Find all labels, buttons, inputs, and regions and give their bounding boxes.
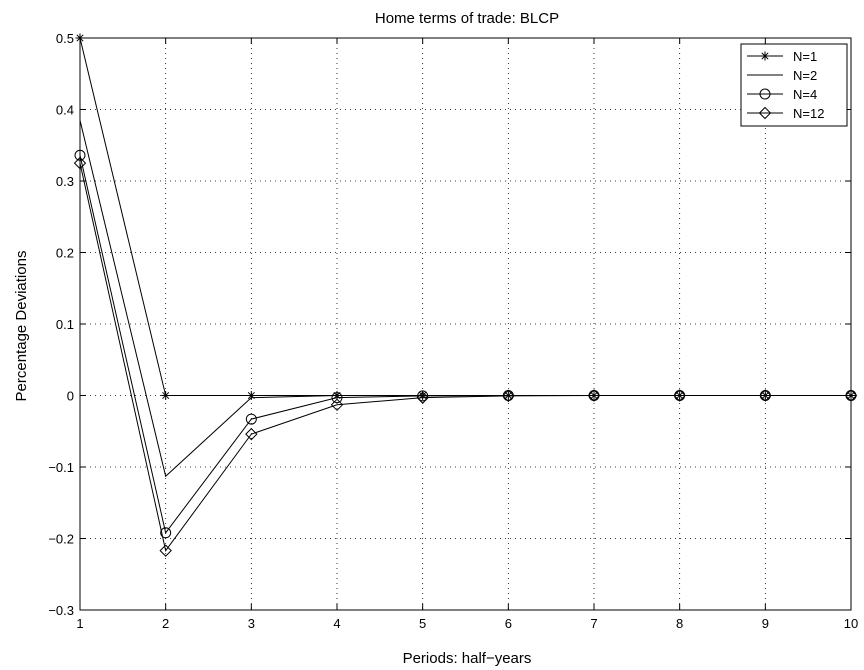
diamond-marker — [759, 389, 772, 402]
x-tick-label: 4 — [333, 616, 340, 631]
series-line-n-2 — [79, 120, 851, 478]
grid — [80, 38, 851, 610]
legend-label: N=1 — [793, 49, 817, 64]
diamond-marker — [73, 156, 87, 170]
series-line-n-12 — [79, 163, 851, 552]
y-tick-label: 0.3 — [56, 174, 74, 189]
star-marker — [75, 33, 85, 43]
chart-title: Home terms of trade: BLCP — [375, 10, 559, 27]
series-line-n-4 — [79, 155, 851, 534]
legend-label: N=12 — [793, 106, 824, 121]
axis-ticks: 1 2 3 4 5 6 7 8 9 10 0.5 0.4 0.3 0.2 0.1 0 −0.1 −0.2 −0.3 — [48, 31, 858, 631]
y-tick-label: 0.2 — [56, 246, 74, 261]
diamond-marker — [673, 389, 686, 402]
y-tick-label: 0.4 — [56, 103, 74, 118]
star-marker — [161, 391, 171, 400]
x-tick-label: 3 — [248, 616, 255, 631]
circle-marker — [759, 88, 771, 100]
y-tick-label: 0.1 — [56, 317, 74, 332]
diamond-marker — [758, 106, 772, 120]
series-n-4 — [74, 149, 857, 539]
x-tick-label: 7 — [590, 616, 597, 631]
star-marker — [246, 391, 256, 400]
x-tick-label: 10 — [844, 616, 858, 631]
x-tick-label: 6 — [505, 616, 512, 631]
series-n-1 — [75, 33, 856, 400]
legend-label: N=2 — [793, 68, 817, 83]
legend-item: N=12 — [747, 106, 824, 121]
y-tick-label: 0.5 — [56, 31, 74, 46]
x-tick-label: 2 — [162, 616, 169, 631]
y-tick-label: −0.2 — [48, 532, 74, 547]
star-marker — [760, 51, 770, 61]
legend-item: N=2 — [747, 68, 817, 83]
y-axis-label: Percentage Deviations — [13, 251, 30, 402]
legend-item: N=4 — [747, 87, 817, 102]
legend: N=1 N=2 N=4 N=12 — [740, 43, 848, 127]
series-layer — [73, 33, 858, 557]
plot-frame — [79, 37, 852, 611]
x-tick-label: 1 — [76, 616, 83, 631]
circle-marker — [331, 392, 343, 404]
legend-item: N=1 — [747, 49, 817, 64]
circle-marker — [417, 390, 429, 402]
diamond-marker — [416, 391, 429, 404]
x-axis-label: Periods: half−years — [403, 650, 532, 667]
series-line-n-1 — [79, 37, 851, 396]
x-tick-label: 9 — [762, 616, 769, 631]
y-tick-label: −0.1 — [48, 460, 74, 475]
diamond-marker — [159, 544, 172, 557]
y-tick-label: −0.3 — [48, 603, 74, 618]
legend-box — [740, 43, 848, 127]
y-tick-label: 0 — [67, 389, 74, 404]
circle-marker — [160, 527, 172, 539]
diamond-marker — [587, 389, 601, 402]
x-tick-label: 5 — [419, 616, 426, 631]
circle-marker — [74, 149, 86, 161]
diamond-marker — [844, 389, 858, 402]
diamond-marker — [245, 427, 258, 441]
series-n-2 — [79, 120, 851, 478]
diamond-marker — [502, 389, 515, 403]
diamond-marker — [330, 398, 344, 412]
circle-marker — [245, 413, 257, 425]
series-n-12 — [73, 156, 858, 557]
legend-label: N=4 — [793, 87, 817, 102]
x-tick-label: 8 — [676, 616, 683, 631]
